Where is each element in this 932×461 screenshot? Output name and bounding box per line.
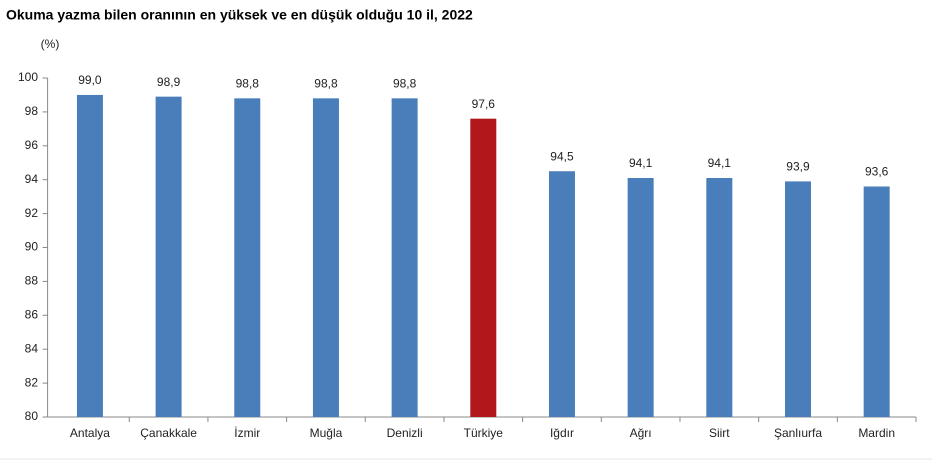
x-tick-label: Siirt (709, 426, 730, 440)
value-label: 98,9 (157, 75, 181, 89)
y-tick-label: 96 (25, 138, 39, 152)
x-tick-label: Çanakkale (140, 426, 197, 440)
bar (706, 178, 733, 417)
y-tick-label: 94 (25, 172, 39, 186)
y-tick-label: 100 (18, 70, 38, 84)
x-tick-label: Muğla (310, 426, 343, 440)
value-label: 98,8 (393, 77, 417, 91)
bar (155, 96, 182, 418)
y-tick-label: 80 (25, 409, 39, 423)
y-tick-label: 84 (25, 341, 39, 355)
bar (234, 98, 261, 417)
value-label: 93,9 (786, 160, 810, 174)
x-tick-label: Türkiye (464, 426, 504, 440)
bar (627, 178, 654, 417)
value-label: 93,6 (865, 165, 889, 179)
bar (548, 171, 575, 417)
x-tick-label: Denizli (387, 426, 423, 440)
y-tick-label: 98 (25, 104, 39, 118)
bar (470, 118, 497, 418)
value-label: 94,1 (629, 156, 653, 170)
bar (76, 94, 103, 417)
x-tick-label: Mardin (858, 426, 895, 440)
x-tick-label: Antalya (70, 426, 110, 440)
y-axis-label: (%) (41, 37, 60, 51)
y-tick-label: 90 (25, 240, 39, 254)
value-label: 97,6 (472, 97, 496, 111)
x-tick-label: Iğdır (550, 426, 574, 440)
value-label: 98,8 (236, 77, 260, 91)
x-tick-label: İzmir (234, 426, 260, 440)
bar (863, 186, 890, 417)
value-label: 99,0 (78, 73, 102, 87)
bar (784, 181, 811, 417)
bar (391, 98, 418, 417)
x-tick-label: Ağrı (630, 426, 652, 440)
chart-title: Okuma yazma bilen oranının en yüksek ve … (6, 7, 473, 23)
y-tick-label: 86 (25, 307, 39, 321)
y-tick-label: 88 (25, 274, 39, 288)
value-label: 94,5 (550, 149, 574, 163)
y-tick-label: 82 (25, 375, 39, 389)
y-tick-label: 92 (25, 206, 39, 220)
bar (312, 98, 339, 417)
value-label: 94,1 (708, 156, 732, 170)
x-tick-label: Şanlıurfa (774, 426, 822, 440)
value-label: 98,8 (314, 77, 338, 91)
